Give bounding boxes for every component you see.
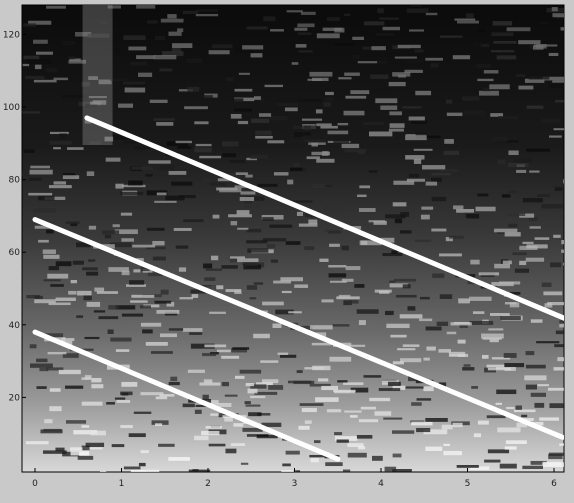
plot-area <box>21 4 565 473</box>
overlay-line-3 <box>32 329 341 462</box>
y-tick-label: 80 <box>9 176 21 186</box>
y-tick-label: 20 <box>9 393 21 403</box>
x-tick-label: 3 <box>292 479 298 489</box>
y-tick-label: 120 <box>3 30 20 40</box>
x-tick-label: 2 <box>205 479 211 489</box>
x-tick-label: 1 <box>119 479 125 489</box>
y-axis-ticks: 20 40 60 80 100 120 <box>3 30 26 403</box>
y-tick-label: 100 <box>3 103 20 113</box>
spectrogram-texture <box>22 5 564 472</box>
overlay-lines <box>32 115 564 462</box>
y-tick-label: 60 <box>9 248 21 258</box>
x-tick-label: 0 <box>32 479 38 489</box>
overlay-line-1 <box>84 115 564 321</box>
x-tick-label: 5 <box>465 479 471 489</box>
y-tick-label: 40 <box>9 321 21 331</box>
x-tick-label: 4 <box>378 479 384 489</box>
overlay-line-2 <box>32 217 564 440</box>
x-tick-label: 6 <box>551 479 557 489</box>
x-axis-ticks: 0 1 2 3 4 5 6 <box>32 468 557 489</box>
